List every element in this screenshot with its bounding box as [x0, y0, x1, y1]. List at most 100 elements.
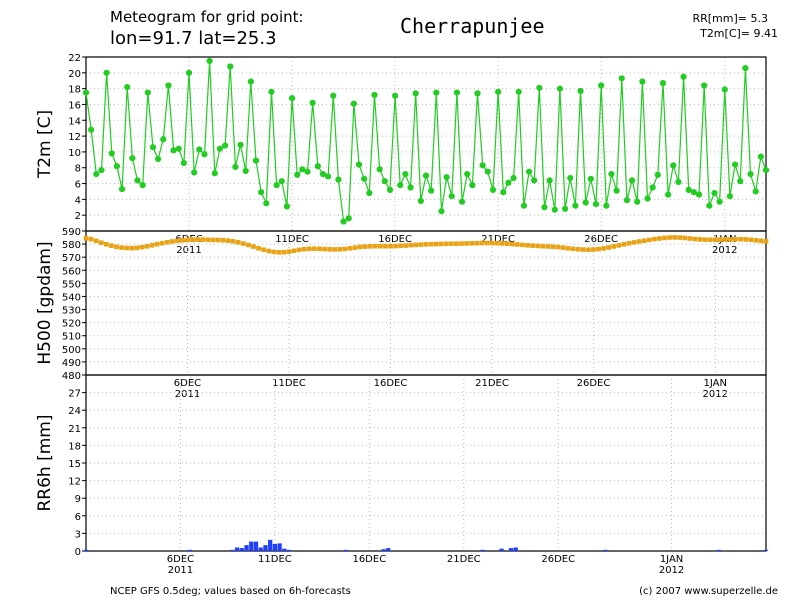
data-point: [139, 244, 145, 250]
x-tick-label: 21DEC: [481, 234, 515, 245]
data-point: [535, 243, 540, 249]
data-point: [634, 198, 641, 205]
panel-2: 480 490 500 510 520 530 540 550 560 570 580 590 6DEC…: [35, 227, 769, 400]
data-point: [581, 247, 586, 252]
y-tick-label: 12: [68, 132, 81, 143]
data-point: [448, 193, 455, 200]
data-point: [748, 237, 754, 243]
data-point: [417, 197, 424, 205]
data-point: [702, 237, 708, 242]
data-point: [469, 241, 474, 246]
data-point: [258, 189, 265, 196]
x-tick-label: 26DEC: [577, 378, 611, 389]
data-point: [591, 247, 596, 252]
data-point: [758, 238, 764, 244]
y-tick-label: 4: [75, 195, 81, 206]
data-point: [596, 246, 601, 252]
data-point: [83, 235, 89, 241]
data-point: [706, 202, 713, 209]
data-point: [175, 238, 180, 244]
data-point: [443, 174, 450, 181]
y-tick-label: 590: [62, 227, 81, 238]
x-tick-label: 16DEC: [352, 554, 386, 565]
rain-bar: [381, 549, 386, 551]
data-point: [393, 243, 398, 249]
y-tick-label: 490: [62, 358, 81, 369]
data-point: [304, 168, 311, 175]
data-point: [309, 99, 316, 106]
data-point: [646, 237, 652, 243]
data-point: [357, 244, 363, 250]
data-point: [525, 242, 530, 248]
data-point: [378, 243, 383, 249]
y-axis-label: H500 [gpdam]: [35, 241, 55, 364]
data-point: [654, 171, 661, 178]
data-point: [314, 163, 321, 170]
data-point: [716, 198, 723, 205]
data-point: [337, 247, 343, 252]
data-point: [474, 240, 480, 246]
data-point: [256, 245, 261, 251]
data-point: [541, 204, 548, 211]
y-axis-label: RR6h [mm]: [35, 414, 55, 511]
data-point: [317, 246, 322, 252]
data-point: [247, 78, 254, 85]
data-point: [489, 186, 497, 193]
data-point: [728, 237, 733, 242]
data-point: [129, 245, 134, 251]
data-point: [531, 177, 538, 184]
data-point: [515, 242, 520, 247]
data-point: [82, 89, 90, 96]
data-point: [546, 177, 553, 184]
y-tick-label: 3: [75, 529, 81, 540]
plot-frame: [85, 374, 767, 552]
data-point: [103, 241, 109, 247]
data-point: [345, 215, 352, 222]
data-point: [556, 85, 564, 92]
x-tick-label: 16DEC: [378, 234, 412, 245]
data-point: [718, 237, 723, 242]
copyright: (c) 2007 www.superzelle.de: [639, 586, 778, 597]
y-tick-label: 21: [68, 424, 81, 435]
data-point: [205, 237, 211, 243]
data-point: [288, 95, 296, 102]
data-point: [641, 238, 647, 243]
y-tick-label: 530: [62, 306, 81, 317]
t2m-summary: T2m[C]= 9.41: [699, 27, 778, 40]
rr-summary: RR[mm]= 5.3: [692, 12, 768, 25]
data-point: [438, 241, 444, 247]
data-point: [423, 242, 429, 247]
y-tick-label: 6: [75, 512, 81, 523]
data-point: [586, 247, 591, 253]
data-point: [350, 100, 357, 107]
data-point: [623, 197, 631, 204]
rain-bar: [282, 548, 287, 551]
data-point: [500, 189, 507, 196]
data-point: [325, 173, 332, 180]
rain-bar: [603, 549, 608, 551]
data-point: [335, 176, 342, 183]
data-point: [621, 242, 627, 247]
data-point: [680, 73, 687, 80]
data-point: [567, 174, 574, 182]
data-point: [98, 240, 104, 245]
data-point: [215, 237, 221, 243]
data-point: [628, 177, 636, 184]
data-point: [134, 245, 140, 251]
data-point: [242, 167, 249, 174]
data-point: [413, 242, 419, 248]
data-point: [322, 246, 327, 252]
data-point: [371, 91, 378, 99]
header-line1: Meteogram for grid point:: [110, 8, 304, 26]
data-point: [677, 235, 683, 240]
rain-bar: [763, 549, 769, 551]
data-point: [692, 236, 698, 242]
rain-bar: [272, 543, 278, 551]
data-point: [164, 239, 170, 245]
data-point: [388, 243, 393, 249]
y-tick-label: 15: [68, 459, 81, 470]
data-point: [545, 244, 551, 249]
data-point: [453, 89, 461, 96]
x-tick-label: 6DEC: [174, 378, 201, 389]
data-point: [687, 236, 693, 241]
